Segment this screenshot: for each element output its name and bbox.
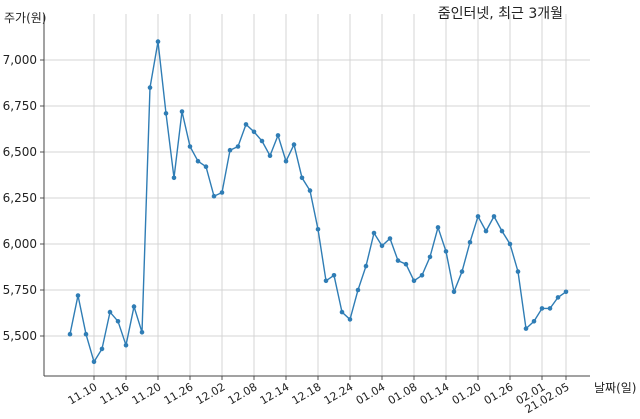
data-point [155, 39, 161, 44]
data-point [187, 144, 193, 149]
data-point [355, 287, 361, 293]
y-tick-label: 6,750 [3, 99, 37, 113]
data-point [347, 317, 353, 322]
x-tick-label: 01.14 [418, 380, 452, 407]
data-point [483, 228, 489, 234]
data-point [99, 346, 105, 352]
y-tick-label: 5,500 [3, 329, 37, 343]
data-point [291, 142, 297, 147]
data-point [499, 228, 505, 234]
data-point [467, 239, 473, 245]
data-point [515, 269, 521, 274]
x-tick-label: 01.26 [482, 380, 516, 407]
data-point [339, 309, 345, 315]
x-tick-labels: 11.1011.1611.2011.2612.0212.0812.1412.18… [66, 380, 572, 416]
y-tick-label: 7,000 [3, 53, 37, 67]
y-tick-labels: 5,500 5,750 6,000 6,250 6,500 6,750 7,000 [3, 53, 37, 343]
x-tick-label: 12.14 [258, 380, 292, 407]
x-tick-label: 01.04 [354, 380, 388, 407]
data-point [451, 289, 457, 295]
x-tick-label: 12.24 [322, 380, 356, 407]
y-tick-label: 5,750 [3, 283, 37, 297]
data-point [195, 158, 201, 164]
data-point [547, 306, 553, 311]
data-point [115, 319, 121, 324]
data-point [147, 85, 153, 90]
data-point [251, 129, 257, 135]
data-point [475, 214, 481, 219]
data-point [259, 138, 265, 144]
chart-title: 줌인터넷, 최근 3개월 [438, 6, 563, 22]
data-point [435, 225, 441, 230]
x-tick-label: 12.02 [194, 380, 228, 407]
data-point [363, 263, 369, 269]
x-tick-label: 11.26 [162, 380, 196, 407]
data-point [563, 289, 569, 295]
grid [44, 14, 590, 376]
data-point [179, 109, 185, 114]
x-tick-label: 11.16 [98, 380, 132, 407]
data-point [243, 122, 249, 127]
data-point [459, 269, 465, 274]
data-point [75, 293, 81, 298]
data-point [299, 175, 305, 181]
y-tick-label: 6,500 [3, 145, 37, 159]
x-tick-label: 11.20 [130, 380, 164, 407]
data-point [427, 254, 433, 260]
data-point [443, 249, 449, 254]
data-point [227, 147, 233, 153]
data-point [219, 190, 225, 195]
data-point [323, 278, 329, 284]
data-point [123, 342, 129, 348]
data-point [91, 359, 97, 365]
x-tick-label: 01.08 [386, 380, 420, 407]
data-point [371, 230, 377, 236]
data-point [83, 331, 89, 337]
data-point [395, 258, 401, 263]
data-point [411, 278, 417, 284]
x-tick-label: 12.18 [290, 380, 324, 407]
data-point [235, 144, 241, 149]
data-point [507, 241, 513, 247]
data-point [203, 164, 209, 169]
data-point [107, 309, 113, 315]
x-tick-label: 12.08 [226, 380, 260, 407]
data-point [387, 236, 393, 241]
data-point [211, 193, 217, 199]
y-tick-label: 6,000 [3, 237, 37, 251]
data-point [523, 326, 529, 331]
data-point [283, 158, 289, 164]
data-point [539, 306, 545, 311]
data-point [379, 243, 385, 249]
y-axis-label: 주가(원) [4, 11, 46, 25]
data-point [131, 304, 137, 309]
axes [40, 14, 590, 380]
data-point [275, 133, 281, 138]
x-tick-label: 11.10 [66, 380, 100, 407]
data-point [419, 273, 425, 278]
data-point [139, 330, 145, 335]
data-point [163, 111, 169, 116]
data-point [331, 273, 337, 278]
data-point [171, 175, 177, 181]
data-point [267, 153, 273, 158]
data-point [67, 331, 73, 337]
x-tick-label: 01.20 [450, 380, 484, 407]
data-point [307, 188, 313, 193]
series-points [67, 39, 569, 365]
data-point [491, 214, 497, 219]
y-tick-label: 6,250 [3, 191, 37, 205]
x-axis-label: 날짜(일) [594, 381, 636, 395]
data-point [403, 261, 409, 267]
data-point [315, 227, 321, 232]
data-point [531, 319, 537, 324]
data-point [555, 295, 561, 300]
